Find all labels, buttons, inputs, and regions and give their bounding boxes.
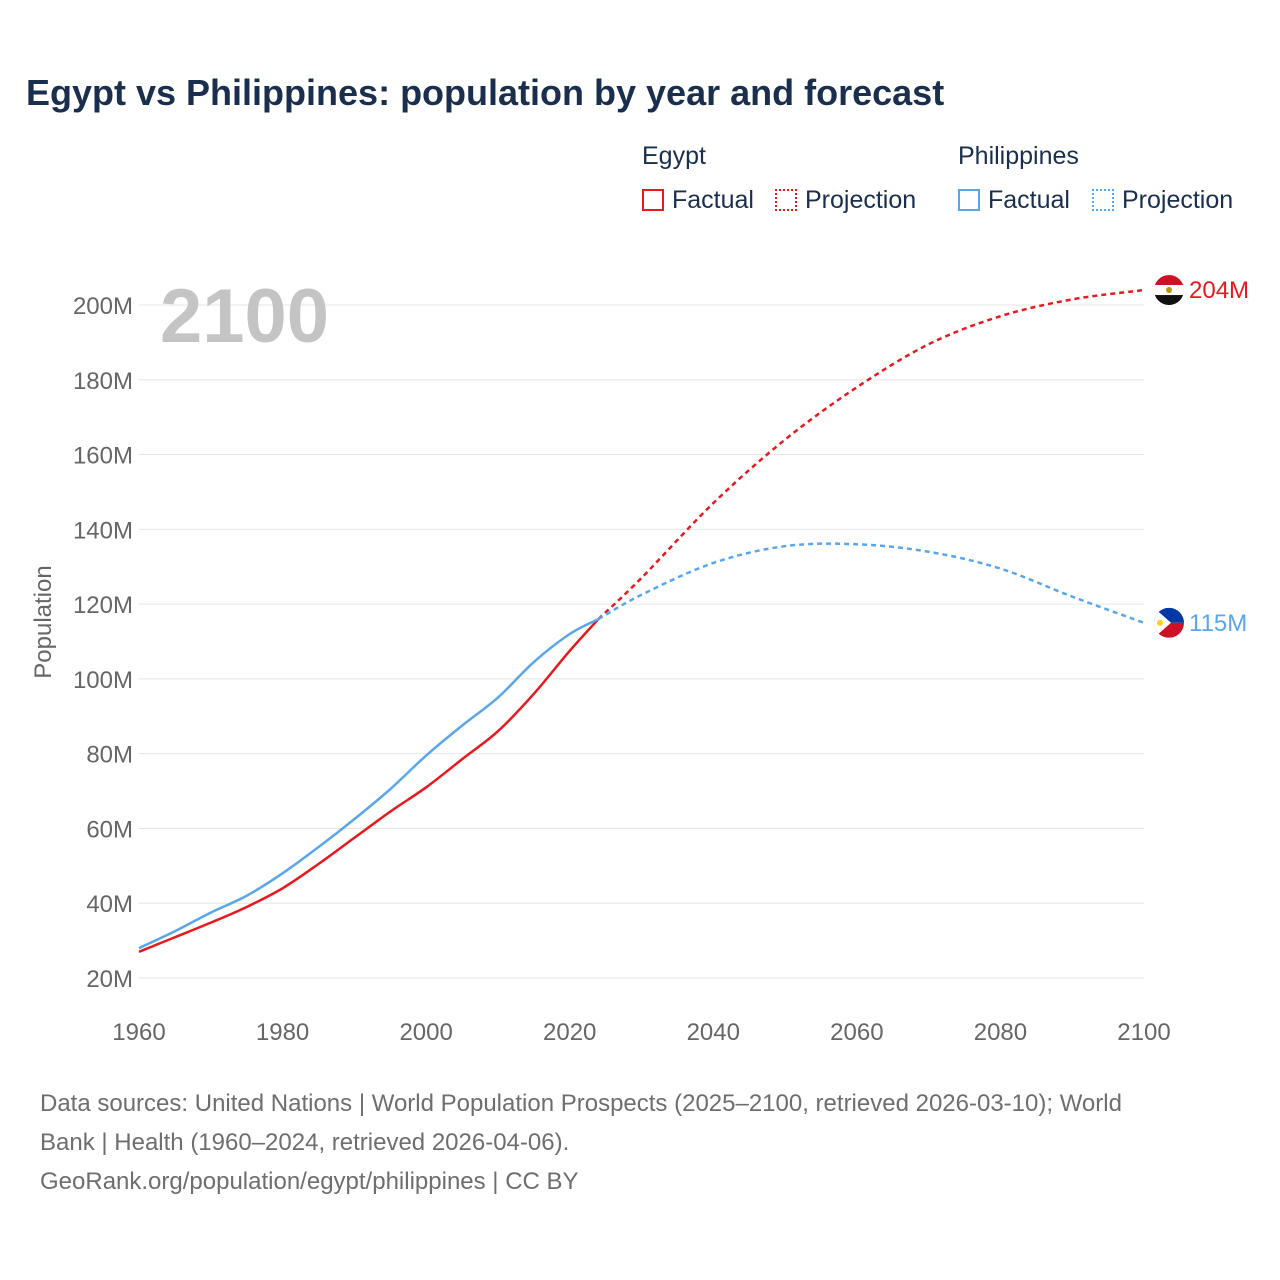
- x-tick-label: 2080: [974, 1019, 1027, 1046]
- y-tick-label: 200M: [73, 293, 133, 320]
- egypt-factual-line: [138, 618, 600, 953]
- legend-swatch-philippines-projection: [1092, 189, 1114, 211]
- x-tick-label: 2000: [399, 1019, 452, 1046]
- legend-label: Factual: [672, 185, 754, 214]
- philippines-projection-line: [597, 542, 1145, 624]
- legend-group-philippines: Philippines: [958, 142, 1079, 170]
- legend-label: Factual: [988, 185, 1070, 214]
- year-overlay: 2100: [160, 274, 329, 359]
- y-tick-label: 40M: [86, 891, 133, 918]
- sources-line-2: Bank | Health (1960–2024, retrieved 2026…: [40, 1129, 570, 1156]
- sources-line-3[interactable]: GeoRank.org/population/egypt/philippines…: [40, 1168, 579, 1195]
- x-tick-label: 2060: [830, 1019, 883, 1046]
- y-tick-label: 180M: [73, 368, 133, 395]
- data-sources: Data sources: United Nations | World Pop…: [40, 1084, 1240, 1201]
- legend-swatch-philippines-factual: [958, 189, 980, 211]
- legend-egypt-factual[interactable]: Factual: [642, 184, 754, 216]
- legend-philippines-projection[interactable]: Projection: [1092, 184, 1233, 216]
- egypt-flag-icon: [1154, 275, 1184, 306]
- x-tick-label: 1960: [112, 1019, 165, 1046]
- philippines-flag-icon: [1154, 607, 1184, 638]
- y-tick-label: 80M: [86, 742, 133, 769]
- y-tick-label: 20M: [86, 966, 133, 993]
- legend-egypt-projection[interactable]: Projection: [775, 184, 916, 216]
- y-tick-label: 120M: [73, 592, 133, 619]
- egypt-end-label: 204M: [1189, 277, 1249, 304]
- y-axis-label: Population: [30, 565, 57, 678]
- legend-philippines-factual[interactable]: Factual: [958, 184, 1070, 216]
- x-tick-label: 1980: [256, 1019, 309, 1046]
- x-tick-label: 2040: [687, 1019, 740, 1046]
- x-tick-label: 2020: [543, 1019, 596, 1046]
- legend-label: Projection: [805, 185, 917, 214]
- legend-group-egypt: Egypt: [642, 142, 706, 170]
- philippines-factual-line: [138, 617, 600, 950]
- y-tick-label: 60M: [86, 816, 133, 843]
- y-tick-label: 160M: [73, 443, 133, 470]
- y-tick-label: 100M: [73, 667, 133, 694]
- y-tick-label: 140M: [73, 517, 133, 544]
- legend-label: Projection: [1122, 185, 1234, 214]
- sources-line-1: Data sources: United Nations | World Pop…: [40, 1090, 1122, 1117]
- x-tick-label: 2100: [1117, 1019, 1170, 1046]
- legend-swatch-egypt-projection: [775, 189, 797, 211]
- legend-swatch-egypt-factual: [642, 189, 664, 211]
- philippines-end-label: 115M: [1189, 610, 1247, 637]
- chart-title: Egypt vs Philippines: population by year…: [26, 72, 945, 113]
